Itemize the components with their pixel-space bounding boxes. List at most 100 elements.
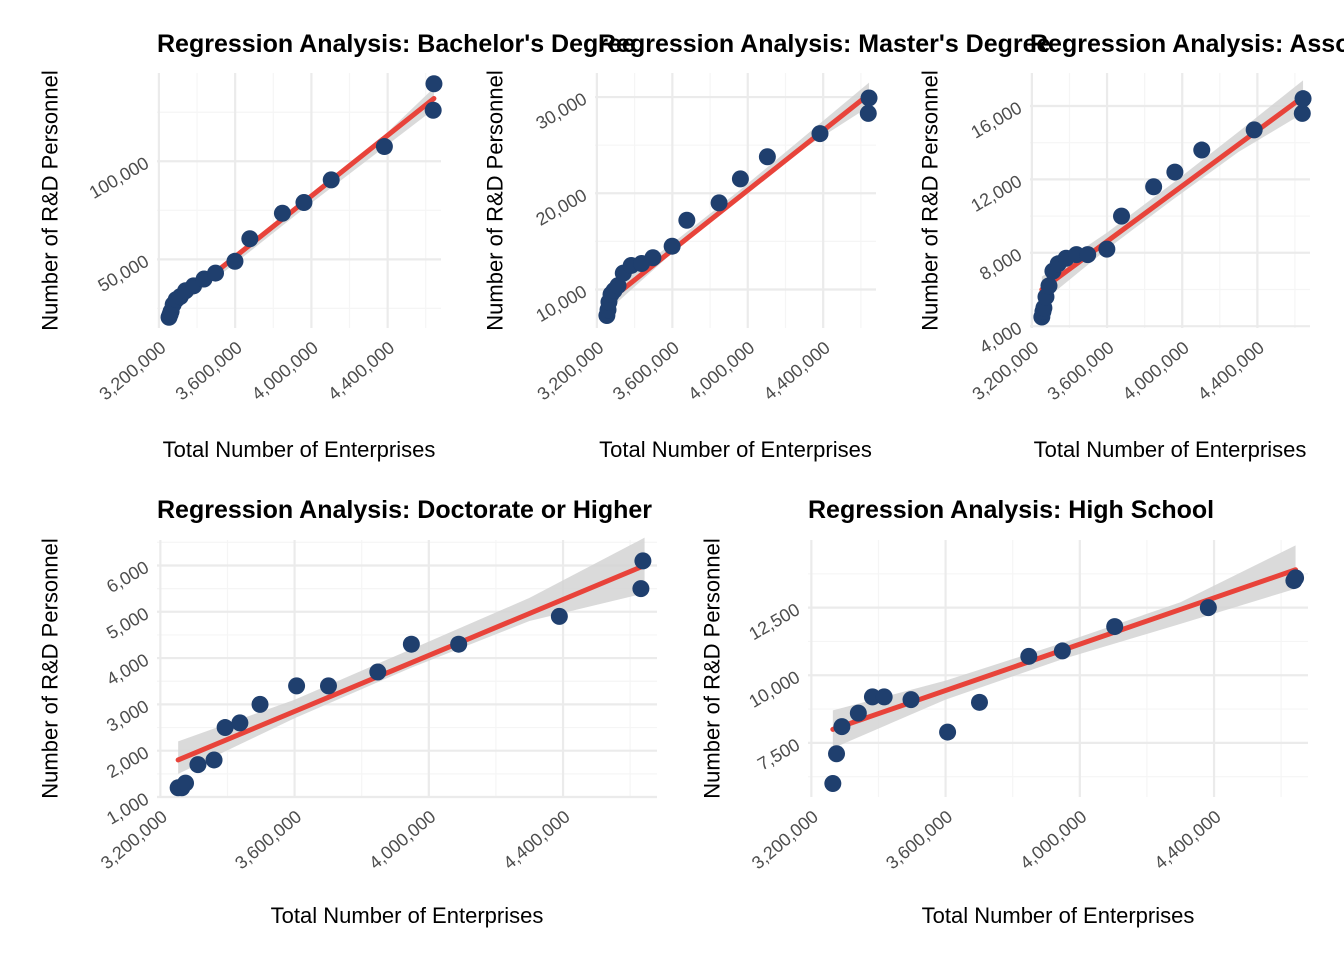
y-axis-title: Number of R&D Personnel [483, 70, 508, 330]
y-tick-label: 30,000 [532, 89, 590, 134]
regression-line [175, 562, 648, 763]
data-point [875, 688, 893, 706]
x-tick-label: 4,400,000 [324, 337, 398, 404]
x-tick-label: 4,000,000 [248, 337, 322, 404]
data-point [828, 745, 846, 763]
data-point [824, 774, 842, 792]
data-point [402, 635, 420, 653]
y-tick-label: 12,500 [745, 599, 803, 644]
data-point [226, 252, 244, 270]
data-point [939, 723, 957, 741]
data-point [1079, 246, 1097, 264]
y-tick-label: 2,000 [103, 742, 152, 782]
x-tick-label: 4,000,000 [1016, 806, 1090, 873]
data-point [251, 695, 269, 713]
data-point [189, 756, 207, 774]
y-axis-title: Number of R&D Personnel [700, 538, 725, 798]
x-tick-label: 3,600,000 [609, 337, 683, 404]
y-tick-label: 8,000 [976, 244, 1025, 284]
x-tick-label: 3,600,000 [882, 806, 956, 873]
y-tick-label: 6,000 [103, 557, 152, 597]
y-axis-title: Number of R&D Personnel [918, 70, 943, 330]
data-point [295, 193, 313, 211]
y-tick-label: 100,000 [86, 153, 152, 203]
data-point [758, 148, 776, 166]
data-point [369, 663, 387, 681]
data-point [1245, 121, 1263, 139]
data-point [849, 704, 867, 722]
data-point [710, 194, 728, 212]
panel-title: Regression Analysis: Bachelor's Degree [157, 30, 636, 58]
data-point [177, 774, 195, 792]
data-point [731, 170, 749, 188]
data-point [231, 714, 249, 732]
data-point [319, 677, 337, 695]
chart-panel-5: 3,200,000 3,600,000 4,000,000 4,400,000 7,50… [700, 538, 1308, 928]
x-tick-label: 3,600,000 [231, 806, 305, 873]
x-tick-label: 3,200,000 [533, 337, 607, 404]
x-tick-label: 4,400,000 [1194, 337, 1268, 404]
data-point [634, 552, 652, 570]
y-tick-label: 4,000 [103, 650, 152, 690]
x-tick-label: 4,400,000 [760, 337, 834, 404]
x-axis-title: Total Number of Enterprises [271, 903, 544, 928]
panel-title: Regression Analysis: High School [808, 496, 1214, 524]
x-axis-title: Total Number of Enterprises [163, 437, 436, 462]
data-point [207, 264, 225, 282]
data-point [902, 691, 920, 709]
data-point [1020, 647, 1038, 665]
panel-title: Regression Analysis: Doctorate or Higher [157, 496, 652, 524]
data-point [450, 635, 468, 653]
data-point [859, 104, 877, 122]
chart-panel-4: 3,200,000 3,600,000 4,000,000 4,400,0001,00… [38, 537, 657, 928]
data-point [663, 237, 681, 255]
data-point [1113, 207, 1131, 225]
panel-title: Regression Analysis: Master's Degree [598, 30, 1051, 58]
data-point [1053, 642, 1071, 660]
x-axis-title: Total Number of Enterprises [922, 903, 1195, 928]
data-point [288, 677, 306, 695]
data-point [216, 719, 234, 737]
data-point [1294, 90, 1312, 108]
x-axis-title: Total Number of Enterprises [1034, 437, 1307, 462]
x-tick-label: 3,200,000 [748, 806, 822, 873]
regression-line [604, 91, 872, 305]
chart-panel-3: 3,200,000 3,600,000 4,000,000 4,400,0004,00… [918, 70, 1312, 462]
data-point [1145, 178, 1163, 196]
chart-panel-1: 3,200,000 3,600,000 4,000,000 4,400,000 50,0… [38, 70, 443, 462]
data-point [1293, 104, 1311, 122]
panel-title: Regression Analysis: Associate Degree [1030, 30, 1344, 58]
x-tick-label: 4,000,000 [1119, 337, 1193, 404]
data-point [425, 75, 443, 93]
data-point [970, 693, 988, 711]
y-tick-label: 5,000 [103, 603, 152, 643]
x-tick-label: 4,000,000 [684, 337, 758, 404]
data-point [1199, 599, 1217, 617]
data-point [811, 125, 829, 143]
data-point [860, 89, 878, 107]
data-point [863, 688, 881, 706]
y-tick-label: 7,500 [754, 734, 803, 774]
data-point [1193, 141, 1211, 159]
y-tick-label: 12,000 [967, 171, 1025, 216]
y-tick-label: 3,000 [103, 696, 152, 736]
data-point [1287, 569, 1305, 587]
data-point [1106, 618, 1124, 636]
data-point [1098, 240, 1116, 258]
x-tick-label: 4,000,000 [365, 806, 439, 873]
x-tick-label: 3,200,000 [95, 337, 169, 404]
data-point [205, 751, 223, 769]
chart-panel-2: 3,200,000 3,600,000 4,000,000 4,400,000 10,0… [483, 70, 878, 462]
x-tick-label: 4,400,000 [500, 806, 574, 873]
data-point [424, 101, 442, 119]
y-axis-title: Number of R&D Personnel [38, 70, 63, 330]
y-tick-label: 10,000 [745, 667, 803, 712]
y-tick-label: 50,000 [94, 251, 152, 296]
y-tick-label: 16,000 [967, 98, 1025, 143]
data-point [1166, 163, 1184, 181]
data-point [678, 211, 696, 229]
y-tick-label: 20,000 [532, 185, 590, 230]
confidence-band [178, 537, 645, 774]
data-point [550, 607, 568, 625]
data-point [833, 718, 851, 736]
